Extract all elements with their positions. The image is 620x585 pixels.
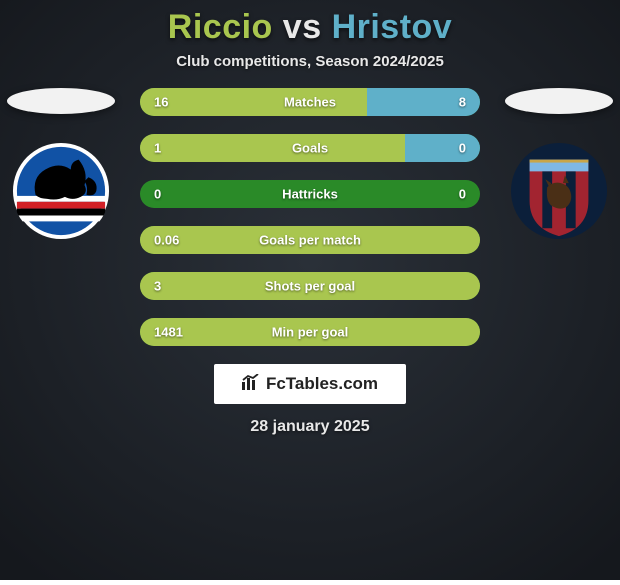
left-crest-column	[6, 88, 116, 240]
stat-value-right: 0	[459, 141, 466, 156]
stat-bar: Shots per goal 3	[140, 272, 480, 300]
player1-club-crest	[12, 142, 110, 240]
vs-text: vs	[283, 8, 322, 46]
stat-value-left: 1481	[154, 325, 183, 340]
stat-bar-left-fill	[140, 134, 405, 162]
sampdoria-crest-icon	[12, 142, 110, 240]
player2-ellipse	[505, 88, 613, 114]
stat-label: Min per goal	[272, 325, 349, 340]
stat-bar: Min per goal 1481	[140, 318, 480, 346]
stat-value-left: 16	[154, 95, 168, 110]
stat-value-left: 0.06	[154, 233, 179, 248]
stat-label: Hattricks	[282, 187, 338, 202]
stat-value-left: 3	[154, 279, 161, 294]
chart-icon	[242, 374, 260, 394]
cosenza-crest-icon	[510, 142, 608, 240]
stat-value-left: 1	[154, 141, 161, 156]
stat-value-left: 0	[154, 187, 161, 202]
player1-ellipse	[7, 88, 115, 114]
stat-bar: Matches 16 8	[140, 88, 480, 116]
stat-label: Shots per goal	[265, 279, 355, 294]
comparison-title: Riccio vs Hristov	[168, 8, 452, 47]
right-crest-column	[504, 88, 614, 240]
subtitle: Club competitions, Season 2024/2025	[176, 53, 444, 70]
player2-club-crest	[510, 142, 608, 240]
stat-value-right: 8	[459, 95, 466, 110]
date-text: 28 january 2025	[250, 418, 369, 436]
stat-label: Matches	[284, 95, 336, 110]
stats-container: Matches 16 8 Goals 1 0 Hattricks 0 0 Goals per ma…	[140, 88, 480, 346]
stat-bar: Goals 1 0	[140, 134, 480, 162]
stat-label: Goals per match	[259, 233, 361, 248]
player2-name: Hristov	[332, 8, 453, 46]
brand-text: FcTables.com	[266, 374, 378, 394]
brand-badge: FcTables.com	[214, 364, 406, 404]
player1-name: Riccio	[168, 8, 273, 46]
stat-bar-right-fill	[405, 134, 480, 162]
stat-value-right: 0	[459, 187, 466, 202]
stat-label: Goals	[292, 141, 328, 156]
stat-bar: Hattricks 0 0	[140, 180, 480, 208]
stat-bar: Goals per match 0.06	[140, 226, 480, 254]
